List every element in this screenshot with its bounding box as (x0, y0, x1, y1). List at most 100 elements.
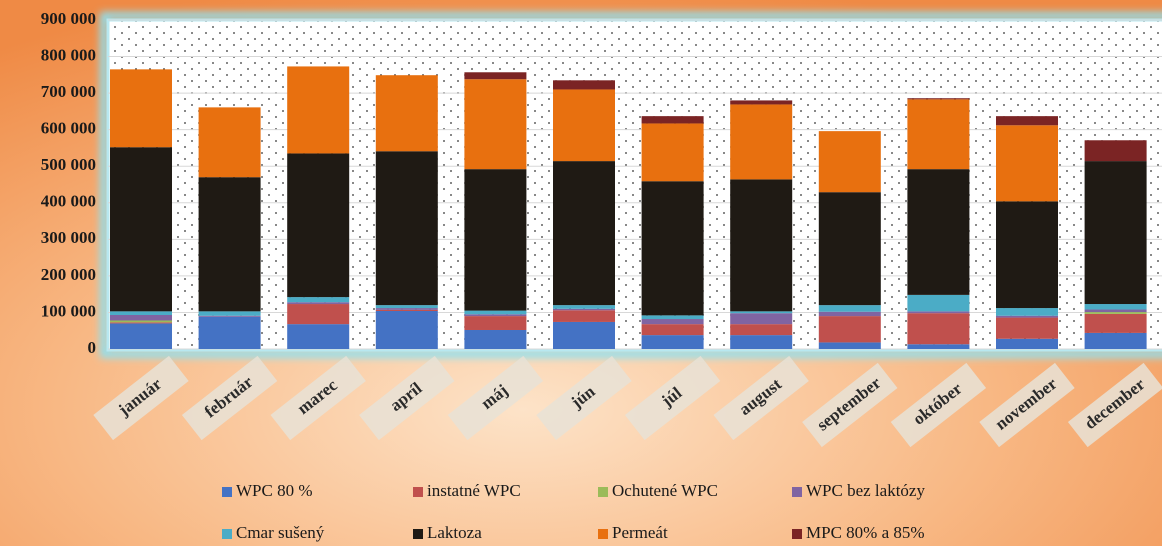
bar-segment (641, 319, 704, 325)
bar-segment (641, 335, 704, 349)
bar-segment (996, 338, 1058, 349)
x-tick-bg (93, 355, 189, 441)
bar-segment (818, 311, 881, 317)
bar-segment (110, 320, 172, 323)
x-tick-bg (270, 355, 366, 441)
bar-segment (641, 181, 704, 316)
bar-segment (375, 75, 438, 152)
y-tick-label: 500 000 (41, 155, 96, 174)
bar-segment (996, 116, 1058, 126)
legend-swatch (792, 487, 802, 497)
bar-segment (1084, 309, 1147, 313)
x-tick-bg (447, 355, 544, 441)
layer: 0 100 000 200 000 300 000 400 000 500 000 600 … (41, 9, 1162, 542)
bar-segment (730, 179, 793, 312)
bar-segment (287, 304, 350, 325)
bar-segment (1084, 313, 1147, 333)
y-tick-label: 100 000 (41, 301, 96, 320)
x-tick-bg (1067, 362, 1162, 448)
bar-segment (1084, 312, 1147, 314)
bar-segment (198, 316, 261, 349)
y-tick-label: 600 000 (41, 119, 96, 138)
bar-segment (287, 324, 350, 349)
bar-segment (730, 104, 793, 180)
bar-segment (110, 311, 172, 316)
legend-label: WPC bez laktózy (806, 481, 925, 500)
x-tick-bg (536, 355, 632, 441)
bar-segment (198, 315, 261, 317)
bar-segment (287, 302, 350, 305)
bar-segment (818, 316, 881, 343)
x-tick-bg (979, 362, 1075, 448)
bar-segment (375, 310, 438, 349)
bar-segment (375, 308, 438, 310)
bar-segment (198, 177, 261, 312)
bar-segment (375, 309, 438, 311)
bar-segment (553, 310, 615, 322)
y-tick-label: 700 000 (41, 82, 96, 101)
x-tick-bg (713, 355, 809, 441)
bar-segment (1084, 161, 1147, 305)
legend-label: instatné WPC (427, 481, 521, 500)
x-tick: jún (536, 355, 632, 441)
bar-segment (287, 297, 350, 303)
bar-segment (198, 311, 261, 316)
bar-segment (996, 317, 1058, 339)
bar-segment (730, 324, 793, 336)
bar-segment (375, 151, 438, 306)
legend-swatch (792, 529, 802, 539)
bar-segment (818, 131, 881, 193)
legend-swatch (598, 487, 608, 497)
bar-segment (553, 308, 615, 311)
plot-glow (100, 12, 1162, 358)
legend-label: Cmar sušený (236, 523, 325, 542)
bar-segment (907, 98, 970, 100)
bar-segment (641, 116, 704, 124)
bar-segment (907, 313, 970, 345)
bar-segment (641, 315, 704, 320)
bar-segment (818, 305, 881, 312)
bar-segment (110, 69, 172, 148)
x-tick-bg (802, 362, 898, 448)
bar-segment (996, 315, 1058, 318)
bar-segment (996, 125, 1058, 202)
bar-segment (996, 308, 1058, 316)
bar-segment (996, 201, 1058, 309)
bar-segment (1084, 332, 1147, 349)
legend-swatch (222, 529, 232, 539)
legend-label: Ochutené WPC (612, 481, 718, 500)
bar-segment (464, 79, 527, 170)
bar-segment (287, 153, 350, 298)
bar-segment (110, 322, 172, 324)
bar-segment (553, 305, 615, 309)
bar-segment (375, 305, 438, 309)
bar-segment (907, 311, 970, 314)
bar-segment (464, 314, 527, 317)
legend-swatch (598, 529, 608, 539)
legend-swatch (222, 487, 232, 497)
x-tick-bg (359, 355, 455, 441)
y-tick-label: 300 000 (41, 228, 96, 247)
bar-segment (818, 192, 881, 306)
x-tick-bg (890, 362, 987, 448)
plot-area (106, 18, 1162, 352)
x-tick-bg (181, 355, 278, 441)
bar-segment (110, 147, 172, 312)
y-tick-label: 0 (88, 338, 97, 357)
bar-segment (907, 344, 970, 349)
y-tick-label: 900 000 (41, 9, 96, 28)
bar-segment (110, 315, 172, 321)
legend-label: Laktoza (427, 523, 482, 542)
bar-segment (464, 169, 527, 311)
bar-segment (464, 316, 527, 330)
bar-segment (730, 100, 793, 105)
bar-segment (553, 80, 615, 90)
bar-segment (553, 89, 615, 162)
bar-segment (464, 329, 527, 349)
y-tick-label: 800 000 (41, 45, 96, 64)
bar-segment (553, 321, 615, 349)
bar-segment (730, 335, 793, 349)
bar-segment (907, 294, 970, 312)
